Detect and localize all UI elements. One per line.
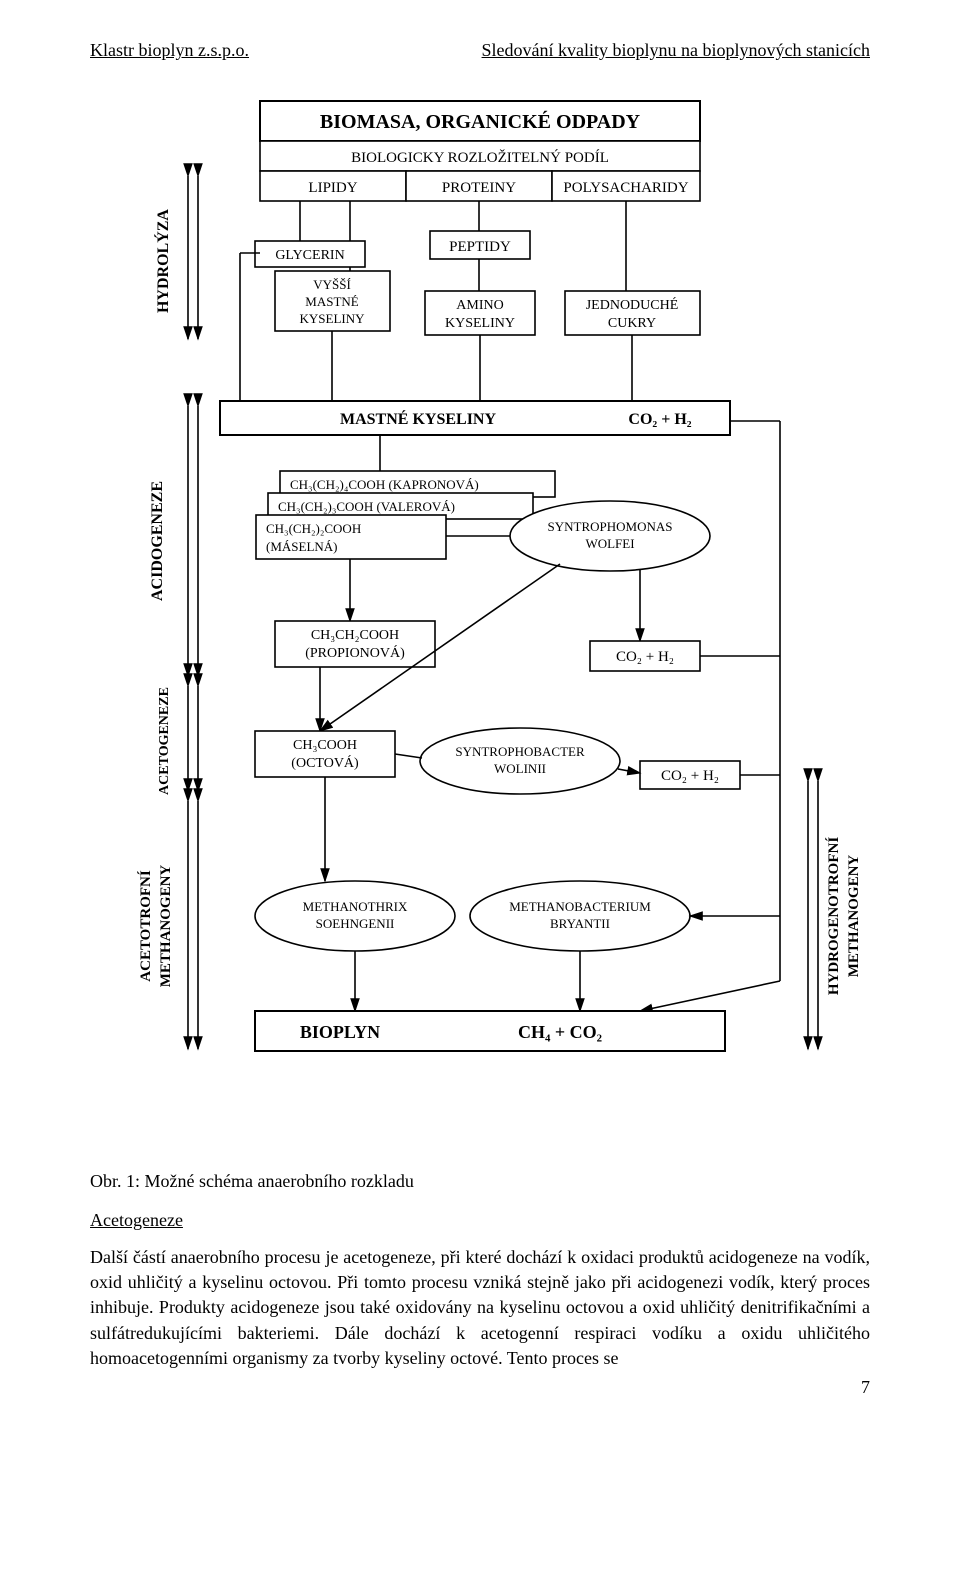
header-left: Klastr bioplyn z.s.p.o.: [90, 40, 249, 61]
side-acetogeneze: ACETOGENEZE: [157, 687, 172, 795]
synt-wolfei-0: SYNTROPHOMONAS: [548, 519, 673, 534]
side-acetotrof-0: ACETOTROFNÍ: [137, 870, 154, 982]
side-acetotrof-1: METHANOGENY: [158, 865, 174, 988]
prop-1: (PROPIONOVÁ): [305, 644, 405, 661]
row3-1: PROTEINY: [442, 180, 516, 196]
row3-0: LIPIDY: [308, 180, 357, 196]
valer: CH₃(CH₂)₃COOH (VALEROVÁ): [278, 499, 455, 514]
cukry-0: JEDNODUCHÉ: [586, 296, 679, 313]
cukry-1: CUKRY: [608, 316, 656, 331]
header-right: Sledování kvality bioplynu na bioplynový…: [482, 40, 870, 61]
glycerin: GLYCERIN: [275, 248, 344, 263]
bioplyn-left: BIOPLYN: [300, 1022, 380, 1042]
page-header: Klastr bioplyn z.s.p.o. Sledování kvalit…: [90, 40, 870, 61]
side-hydrogen-1: METHANOGENY: [846, 855, 860, 978]
methanothrix-1: SOEHNGENII: [316, 916, 395, 931]
oct-1: (OCTOVÁ): [291, 754, 359, 771]
methanobact-1: BRYANTII: [550, 916, 610, 931]
vmk-0: VYŠŠÍ: [313, 277, 351, 292]
diagram-title: BIOMASA, ORGANICKÉ ODPADY: [320, 110, 641, 133]
side-hydrogen-0: HYDROGENOTROFNÍ: [825, 837, 842, 996]
mk-left: MASTNÉ KYSELINY: [340, 409, 496, 428]
synt-wolfei-1: WOLFEI: [585, 536, 634, 551]
kapron: CH₃(CH₂)₄COOH (KAPRONOVÁ): [290, 477, 479, 492]
diagram: BIOMASA, ORGANICKÉ ODPADY BIOLOGICKY ROZ…: [80, 81, 860, 1161]
figure-caption: Obr. 1: Možné schéma anaerobního rozklad…: [90, 1171, 870, 1192]
oct-0: CH₃COOH: [293, 738, 357, 753]
masel-0: CH₃(CH₂)₂COOH: [266, 521, 361, 536]
prop-0: CH₃CH₂COOH: [311, 628, 399, 643]
vmk-1: MASTNÉ: [305, 294, 359, 309]
vmk-2: KYSELINY: [300, 311, 366, 326]
page-number: 7: [90, 1377, 870, 1398]
mk-right: CO₂ + H₂: [628, 411, 691, 428]
co2h2-2: CO₂ + H₂: [616, 649, 674, 665]
side-hydrolyza: HYDROLÝZA: [153, 209, 172, 313]
row2-text: BIOLOGICKY ROZLOŽITELNÝ PODÍL: [351, 149, 609, 166]
row3-2: POLYSACHARIDY: [563, 180, 688, 196]
methanothrix-0: METHANOTHRIX: [303, 899, 408, 914]
amino-0: AMINO: [456, 298, 503, 313]
methanobact-0: METHANOBACTERIUM: [509, 899, 651, 914]
body-paragraph: Další částí anaerobního procesu je aceto…: [90, 1245, 870, 1371]
section-subhead: Acetogeneze: [90, 1210, 870, 1231]
wolinii-0: SYNTROPHOBACTER: [455, 744, 585, 759]
side-acidogeneze: ACIDOGENEZE: [149, 481, 166, 601]
masel-1: (MÁSELNÁ): [266, 539, 338, 554]
peptidy: PEPTIDY: [449, 239, 511, 255]
co2h2-3: CO₂ + H₂: [661, 768, 719, 784]
amino-1: KYSELINY: [445, 316, 515, 331]
bioplyn-right: CH₄ + CO₂: [518, 1022, 602, 1042]
wolinii-1: WOLINII: [494, 761, 546, 776]
